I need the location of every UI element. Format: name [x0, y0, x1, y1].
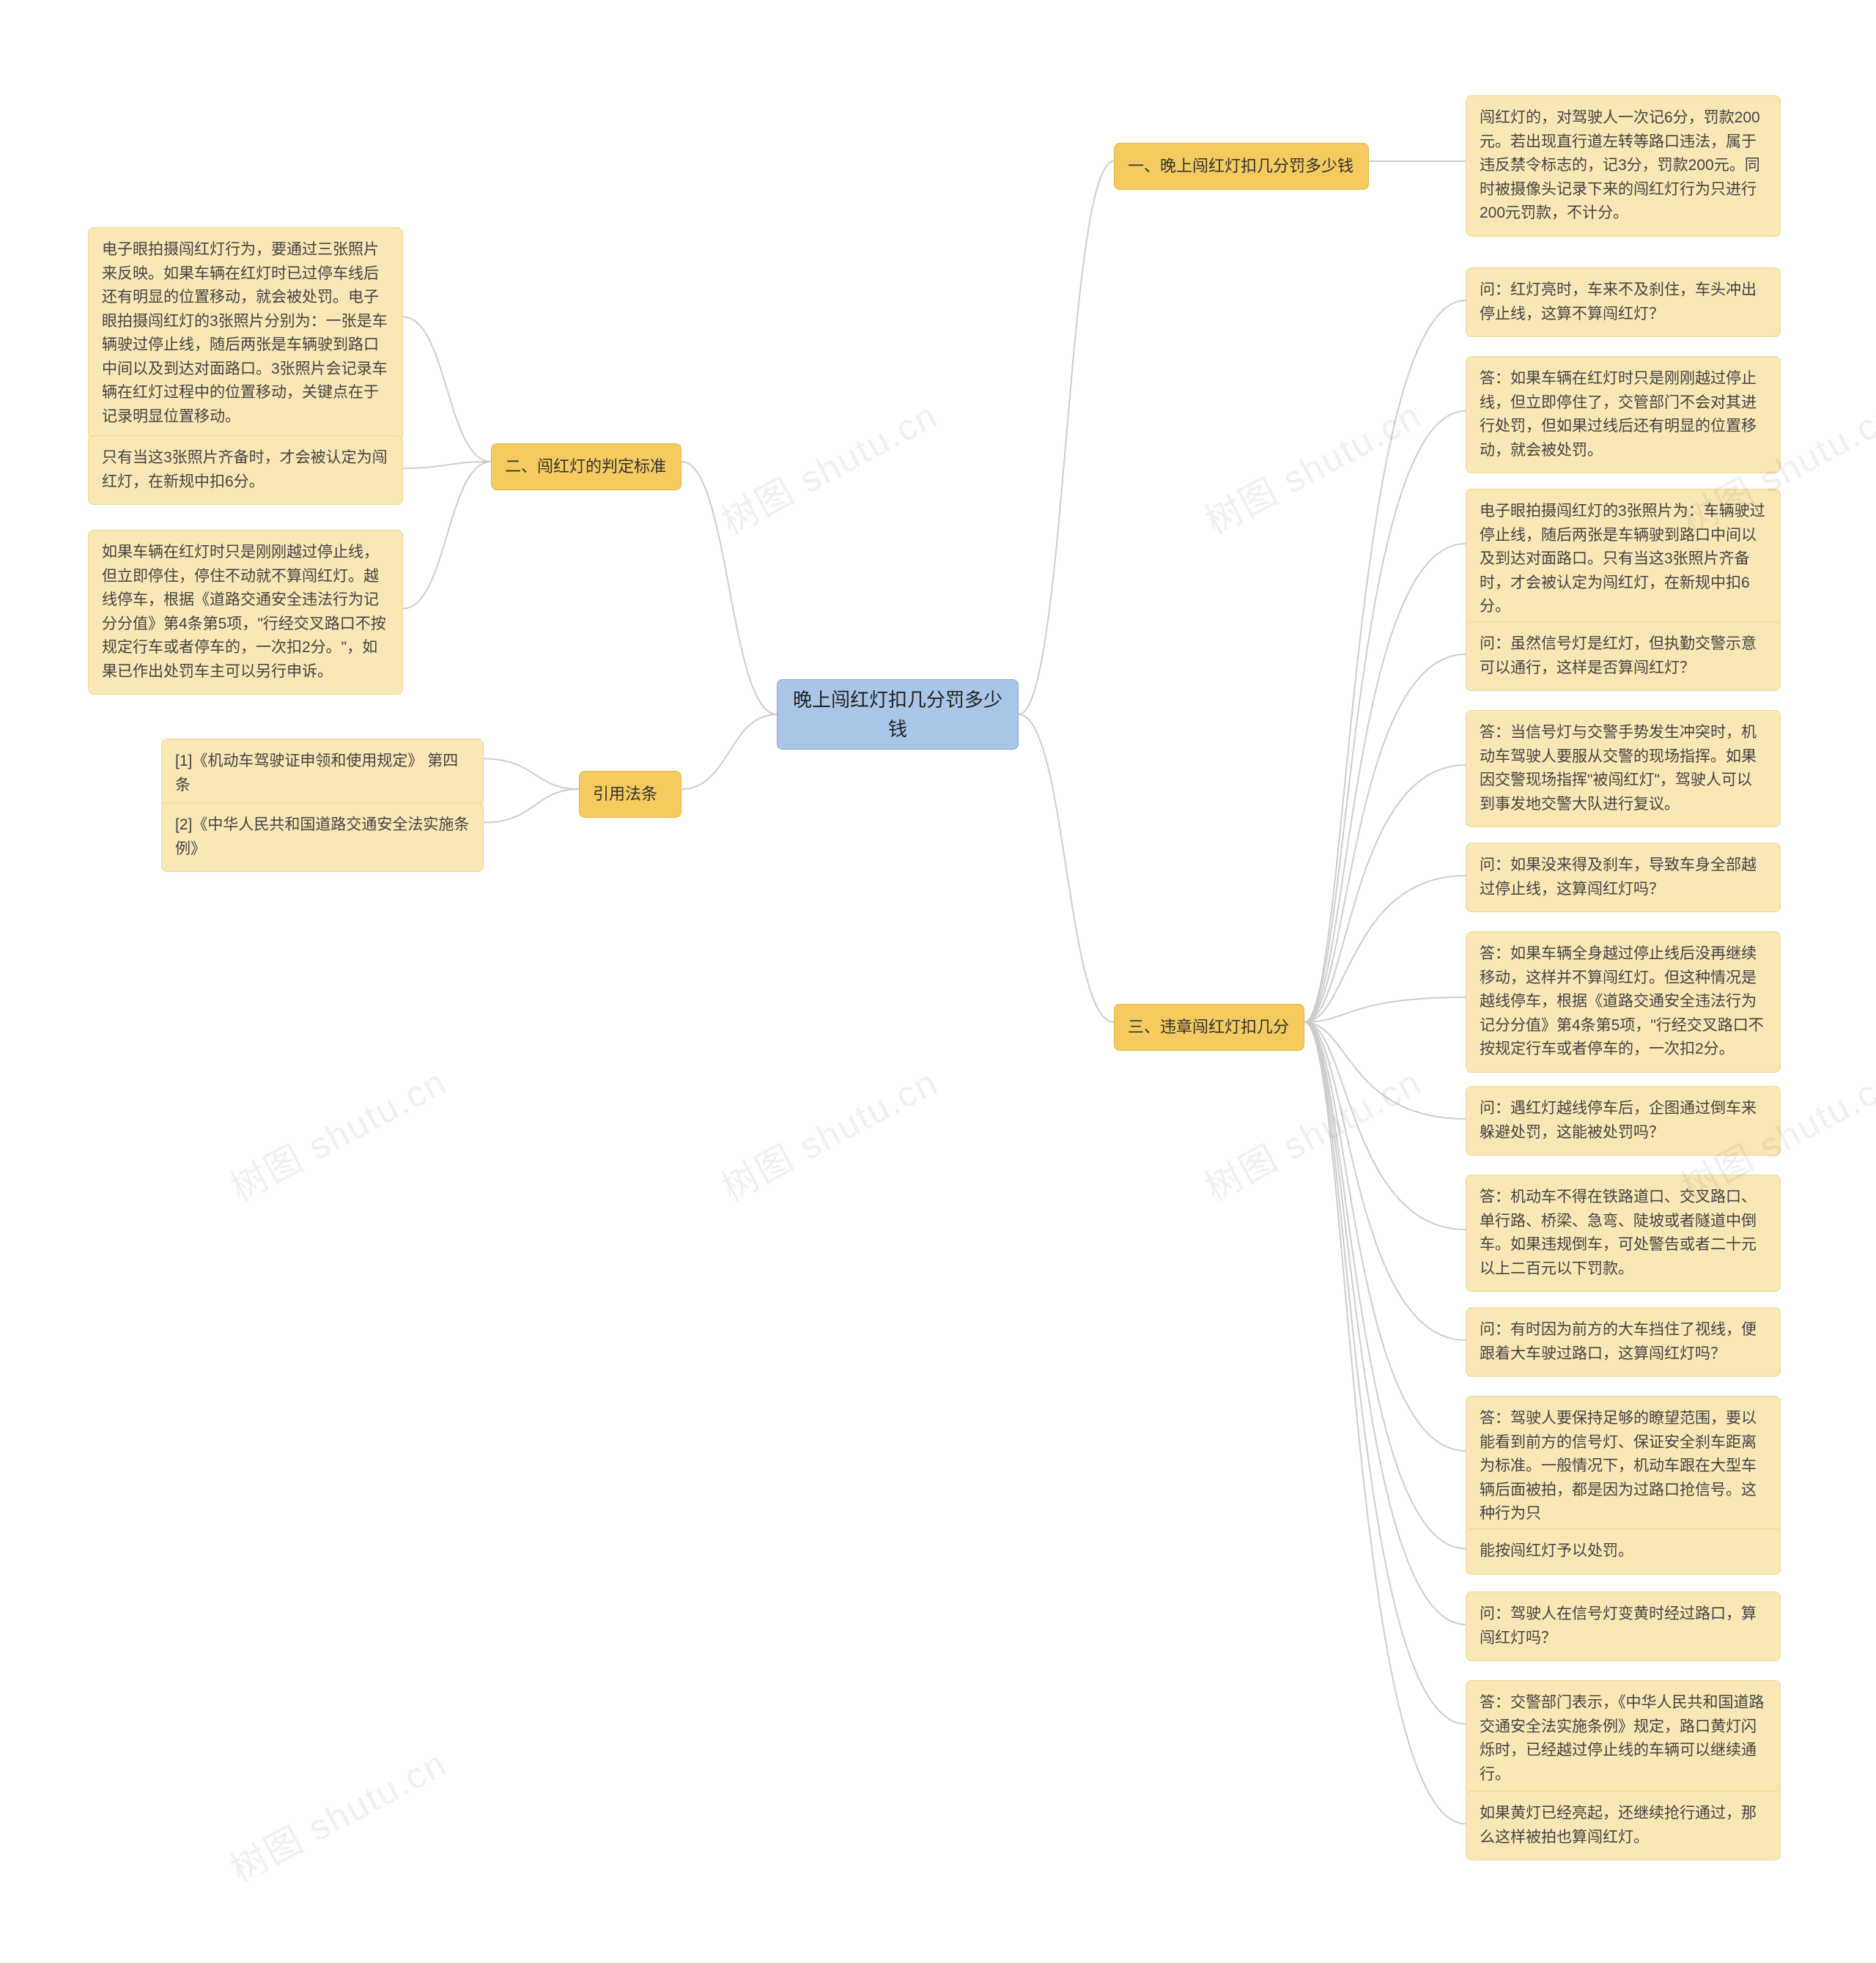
leaf-node: 能按闯红灯予以处罚。: [1466, 1528, 1781, 1575]
leaf-text: 如果黄灯已经亮起，还继续抢行通过，那么这样被拍也算闯红灯。: [1480, 1805, 1757, 1846]
branch-label: 引用法条: [593, 782, 657, 807]
watermark: 树图 shutu.cn: [711, 386, 946, 544]
branch-node: 三、违章闯红灯扣几分: [1114, 1004, 1304, 1051]
leaf-node: [1]《机动车驾驶证申领和使用规定》 第四条: [161, 739, 484, 808]
branch-node: 引用法条: [579, 771, 682, 818]
watermark: 树图 shutu.cn: [220, 1734, 455, 1893]
leaf-text: 答：交警部门表示，《中华人民共和国道路交通安全法实施条例》规定，路口黄灯闪烁时，…: [1480, 1694, 1765, 1783]
leaf-node: 闯红灯的，对驾驶人一次记6分，罚款200元。若出现直行道左转等路口违法，属于违反…: [1466, 95, 1781, 237]
leaf-text: 电子眼拍摄闯红灯行为，要通过三张照片来反映。如果车辆在红灯时已过停车线后还有明显…: [102, 241, 388, 425]
leaf-text: 电子眼拍摄闯红灯的3张照片为：车辆驶过停止线，随后两张是车辆驶到路口中间以及到达…: [1480, 503, 1765, 615]
leaf-text: 问：有时因为前方的大车挡住了视线，便跟着大车驶过路口，这算闯红灯吗？: [1480, 1321, 1757, 1362]
leaf-node: 答：如果车辆在红灯时只是刚刚越过停止线，但立即停住了，交管部门不会对其进行处罚，…: [1466, 356, 1781, 473]
leaf-text: 问：虽然信号灯是红灯，但执勤交警示意可以通行，这样是否算闯红灯？: [1480, 635, 1757, 676]
leaf-text: 闯红灯的，对驾驶人一次记6分，罚款200元。若出现直行道左转等路口违法，属于违反…: [1480, 109, 1760, 221]
leaf-text: 问：如果没来得及刹车，导致车身全部越过停止线，这算闯红灯吗？: [1480, 857, 1757, 898]
leaf-node: 答：如果车辆全身越过停止线后没再继续移动，这样并不算闯红灯。但这种情况是越线停车…: [1466, 931, 1781, 1073]
leaf-text: 答：驾驶人要保持足够的瞭望范围，要以能看到前方的信号灯、保证安全刹车距离为标准。…: [1480, 1410, 1757, 1522]
leaf-text: 问：驾驶人在信号灯变黄时经过路口，算闯红灯吗？: [1480, 1605, 1757, 1646]
leaf-node: 如果黄灯已经亮起，还继续抢行通过，那么这样被拍也算闯红灯。: [1466, 1791, 1781, 1860]
leaf-node: 答：机动车不得在铁路道口、交叉路口、单行路、桥梁、急弯、陡坡或者隧道中倒车。如果…: [1466, 1175, 1781, 1292]
leaf-node: 电子眼拍摄闯红灯行为，要通过三张照片来反映。如果车辆在红灯时已过停车线后还有明显…: [88, 227, 403, 440]
watermark: 树图 shutu.cn: [1194, 1053, 1430, 1211]
leaf-node: 答：交警部门表示，《中华人民共和国道路交通安全法实施条例》规定，路口黄灯闪烁时，…: [1466, 1680, 1781, 1797]
leaf-text: 如果车辆在红灯时只是刚刚越过停止线，但立即停住，停住不动就不算闯红灯。越线停车，…: [102, 544, 386, 680]
branch-node: 一、晚上闯红灯扣几分罚多少钱: [1114, 143, 1369, 190]
watermark: 树图 shutu.cn: [711, 1053, 946, 1211]
branch-label: 二、闯红灯的判定标准: [505, 454, 666, 479]
leaf-node: 答：驾驶人要保持足够的瞭望范围，要以能看到前方的信号灯、保证安全刹车距离为标准。…: [1466, 1396, 1781, 1537]
leaf-node: 问：如果没来得及刹车，导致车身全部越过停止线，这算闯红灯吗？: [1466, 843, 1781, 912]
branch-node: 二、闯红灯的判定标准: [491, 443, 682, 490]
leaf-node: 如果车辆在红灯时只是刚刚越过停止线，但立即停住，停住不动就不算闯红灯。越线停车，…: [88, 530, 403, 695]
leaf-text: 答：如果车辆全身越过停止线后没再继续移动，这样并不算闯红灯。但这种情况是越线停车…: [1480, 945, 1764, 1057]
leaf-node: 只有当这3张照片齐备时，才会被认定为闯红灯，在新规中扣6分。: [88, 435, 403, 505]
leaf-text: 答：机动车不得在铁路道口、交叉路口、单行路、桥梁、急弯、陡坡或者隧道中倒车。如果…: [1480, 1188, 1757, 1277]
leaf-node: 电子眼拍摄闯红灯的3张照片为：车辆驶过停止线，随后两张是车辆驶到路口中间以及到达…: [1466, 489, 1781, 630]
root-label: 晚上闯红灯扣几分罚多少钱: [791, 685, 1005, 744]
leaf-text: 问：红灯亮时，车来不及刹住，车头冲出停止线，这算不算闯红灯？: [1480, 281, 1757, 322]
leaf-node: 问：驾驶人在信号灯变黄时经过路口，算闯红灯吗？: [1466, 1592, 1781, 1661]
leaf-text: 答：如果车辆在红灯时只是刚刚越过停止线，但立即停住了，交管部门不会对其进行处罚，…: [1480, 370, 1757, 459]
leaf-node: 问：有时因为前方的大车挡住了视线，便跟着大车驶过路口，这算闯红灯吗？: [1466, 1307, 1781, 1377]
leaf-node: [2]《中华人民共和国道路交通安全法实施条例》: [161, 802, 484, 872]
leaf-node: 问：红灯亮时，车来不及刹住，车头冲出停止线，这算不算闯红灯？: [1466, 267, 1781, 337]
leaf-text: [1]《机动车驾驶证申领和使用规定》 第四条: [175, 753, 458, 794]
leaf-text: 问：遇红灯越线停车后，企图通过倒车来躲避处罚，这能被处罚吗？: [1480, 1100, 1757, 1141]
root-node: 晚上闯红灯扣几分罚多少钱: [777, 679, 1019, 750]
leaf-node: 问：遇红灯越线停车后，企图通过倒车来躲避处罚，这能被处罚吗？: [1466, 1086, 1781, 1156]
leaf-node: 问：虽然信号灯是红灯，但执勤交警示意可以通行，这样是否算闯红灯？: [1466, 621, 1781, 691]
watermark: 树图 shutu.cn: [220, 1053, 455, 1211]
leaf-text: 答：当信号灯与交警手势发生冲突时，机动车驾驶人要服从交警的现场指挥。如果因交警现…: [1480, 724, 1757, 813]
leaf-text: [2]《中华人民共和国道路交通安全法实施条例》: [175, 816, 469, 857]
leaf-text: 只有当这3张照片齐备时，才会被认定为闯红灯，在新规中扣6分。: [102, 449, 388, 490]
branch-label: 三、违章闯红灯扣几分: [1128, 1015, 1289, 1040]
watermark: 树图 shutu.cn: [1194, 386, 1430, 544]
leaf-text: 能按闯红灯予以处罚。: [1480, 1542, 1633, 1559]
leaf-node: 答：当信号灯与交警手势发生冲突时，机动车驾驶人要服从交警的现场指挥。如果因交警现…: [1466, 710, 1781, 827]
branch-label: 一、晚上闯红灯扣几分罚多少钱: [1128, 154, 1354, 179]
